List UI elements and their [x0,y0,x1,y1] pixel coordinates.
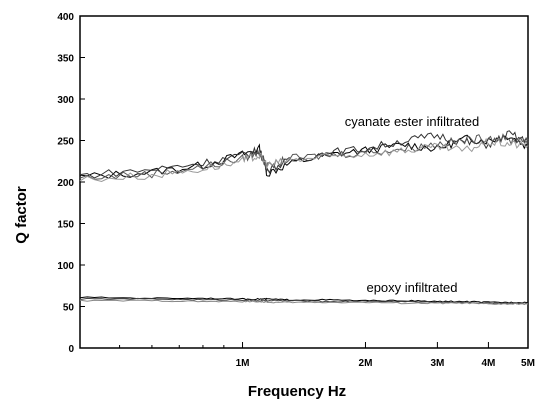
series-line-7 [79,299,529,306]
y-tick-label: 400 [57,12,74,23]
y-tick-label: 350 [57,54,74,65]
x-tick-label: 4M [481,358,495,369]
y-tick-label: 250 [57,137,74,148]
x-tick-label: 5M [521,358,535,369]
series-line-5 [79,296,529,304]
series-line-1 [79,134,529,179]
y-tick-label: 0 [68,344,74,355]
series-line-2 [79,130,529,179]
series-line-4 [79,137,529,183]
annotation-label: epoxy infiltrated [366,280,457,295]
x-tick-label: 1M [236,358,250,369]
series-line-3 [79,134,529,180]
annotation-label: cyanate ester infiltrated [345,114,479,129]
y-tick-label: 100 [57,261,74,272]
x-tick-label: 2M [359,358,373,369]
y-tick-label: 200 [57,178,74,189]
x-axis-title: Frequency Hz [248,383,346,400]
x-tick-label: 3M [430,358,444,369]
y-tick-label: 50 [63,303,75,314]
y-tick-label: 300 [57,95,74,106]
y-axis-title: Q factor [13,186,30,244]
y-tick-label: 150 [57,220,74,231]
